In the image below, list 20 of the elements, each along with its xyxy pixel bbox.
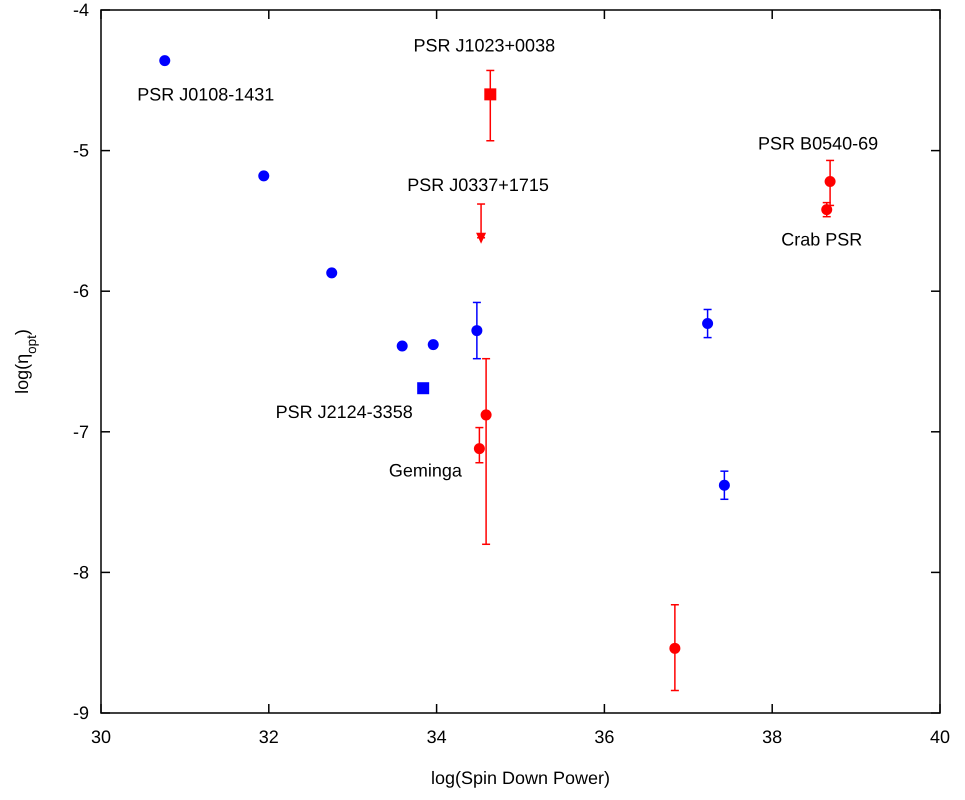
y-tick-label: -5 [72,140,89,161]
annotation: PSR J1023+0038 [413,35,556,56]
annotation: PSR J0337+1715 [407,175,549,196]
x-tick-label: 40 [930,727,950,747]
x-tick-label: 34 [426,727,447,747]
x-tick-label: 36 [594,727,614,747]
y-tick-label: -9 [72,703,89,723]
annotation: PSR J2124-3358 [276,402,413,422]
y-tick-label: -8 [72,562,89,582]
y-tick-label: -7 [72,422,89,442]
annotation: Geminga [388,460,463,481]
y-tick-label: -6 [72,281,89,302]
annotation: Crab PSR [781,230,862,250]
x-tick-label: 38 [762,727,782,747]
y-tick-label: -4 [72,0,89,20]
x-tick-label: 32 [258,727,279,747]
x-tick-label: 30 [90,727,112,747]
x-axis-title: log(Spin Down Power) [430,768,610,788]
annotation: PSR B0540-69 [758,134,878,154]
annotation: PSR J0108-1431 [137,84,274,105]
